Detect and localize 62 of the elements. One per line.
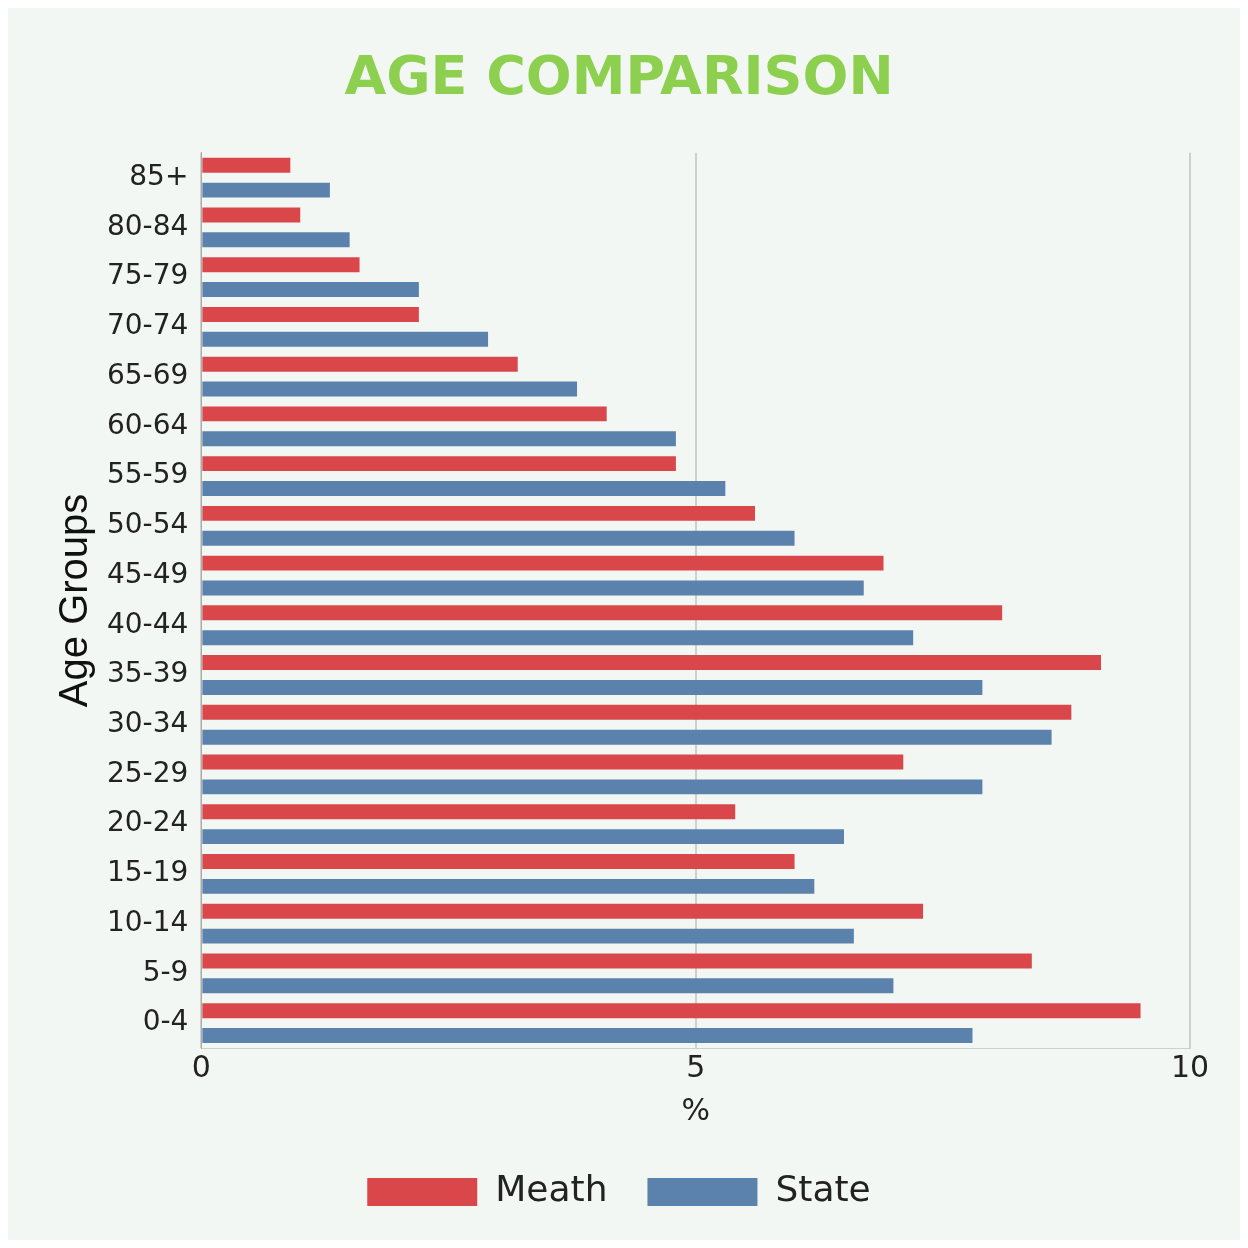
bar: [202, 505, 755, 521]
bar: [202, 257, 360, 273]
bar: [202, 878, 815, 894]
x-tick-label: 5: [686, 1048, 706, 1084]
bar: [202, 829, 844, 845]
bar: [202, 655, 1102, 671]
bar: [202, 356, 518, 372]
x-tick-label: 0: [191, 1048, 211, 1084]
bar: [202, 854, 795, 869]
bar: [202, 804, 736, 820]
bar: [202, 555, 884, 571]
bar: [202, 754, 904, 770]
y-tick-label: 55-59: [106, 457, 189, 491]
bar: [202, 953, 1032, 969]
y-tick-label: 85+: [129, 158, 189, 192]
legend-label: State: [775, 1168, 871, 1210]
bar: [202, 580, 864, 596]
y-tick-label: 50-54: [106, 507, 189, 541]
bar: [202, 928, 854, 944]
bar: [202, 1003, 1141, 1019]
x-axis-title: %: [681, 1091, 710, 1127]
bar: [202, 704, 1072, 720]
bar: [202, 306, 419, 322]
bar: [202, 978, 894, 994]
bar: [202, 679, 983, 695]
bar: [202, 381, 578, 397]
bar: [202, 903, 924, 919]
bar: [202, 182, 330, 198]
y-tick-label: 15-19: [106, 855, 189, 889]
bar: [202, 605, 1003, 621]
bar: [202, 207, 301, 223]
y-tick-label: 45-49: [106, 556, 189, 590]
y-tick-label: 80-84: [106, 208, 189, 242]
bar: [202, 431, 676, 447]
bar: [202, 157, 291, 173]
y-tick-label: 65-69: [106, 357, 189, 391]
bar: [202, 630, 914, 646]
chart-title: AGE COMPARISON: [344, 44, 894, 108]
bar: [202, 729, 1052, 745]
y-tick-label: 40-44: [106, 606, 189, 640]
bar: [202, 779, 983, 795]
legend-label: Meath: [495, 1168, 608, 1210]
y-axis-title: Age Groups: [51, 493, 96, 708]
y-tick-label: 5-9: [142, 954, 189, 988]
y-tick-label: 30-34: [106, 706, 189, 740]
bar: [202, 456, 676, 472]
y-tick-label: 60-64: [106, 407, 189, 441]
bar: [202, 481, 726, 496]
y-tick-label: 35-39: [106, 656, 189, 690]
y-tick-label: 0-4: [142, 1004, 189, 1038]
bar: [202, 406, 607, 422]
y-tick-label: 10-14: [106, 904, 189, 938]
bar: [202, 282, 419, 298]
bar: [202, 331, 489, 347]
bar: [202, 232, 350, 248]
y-tick-label: 20-24: [106, 805, 189, 839]
bar: [202, 530, 795, 546]
bar: [202, 1028, 973, 1044]
y-tick-label: 75-79: [106, 258, 189, 292]
y-tick-label: 25-29: [106, 755, 189, 789]
y-tick-label: 70-74: [106, 308, 189, 342]
x-tick-label: 10: [1170, 1048, 1210, 1084]
